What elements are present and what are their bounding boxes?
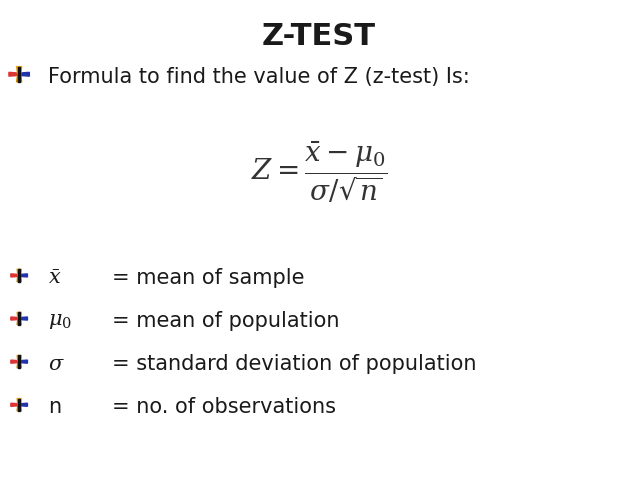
Polygon shape	[18, 399, 20, 411]
Polygon shape	[19, 72, 29, 76]
Text: = no. of observations: = no. of observations	[112, 397, 336, 417]
Text: Formula to find the value of Z (z-test) Is:: Formula to find the value of Z (z-test) …	[48, 67, 470, 87]
Polygon shape	[19, 317, 27, 320]
Polygon shape	[17, 269, 21, 275]
Text: $\mu_0$: $\mu_0$	[48, 311, 72, 331]
Polygon shape	[17, 362, 21, 368]
Text: Z-TEST: Z-TEST	[262, 22, 376, 51]
Polygon shape	[19, 403, 27, 406]
Polygon shape	[17, 312, 21, 319]
Polygon shape	[17, 355, 21, 362]
Polygon shape	[17, 67, 22, 74]
Polygon shape	[19, 274, 27, 277]
Polygon shape	[18, 312, 20, 325]
Polygon shape	[18, 318, 20, 319]
Polygon shape	[11, 274, 19, 277]
Text: = mean of population: = mean of population	[112, 311, 339, 331]
Polygon shape	[18, 274, 20, 276]
Polygon shape	[17, 319, 21, 325]
Polygon shape	[18, 67, 20, 82]
Polygon shape	[18, 269, 20, 282]
Text: $\bar{x}$: $\bar{x}$	[48, 268, 61, 288]
Polygon shape	[18, 73, 20, 75]
Text: = standard deviation of population: = standard deviation of population	[112, 354, 476, 374]
Polygon shape	[11, 317, 19, 320]
Text: = mean of sample: = mean of sample	[112, 268, 304, 288]
Polygon shape	[11, 403, 19, 406]
Polygon shape	[17, 275, 21, 282]
Polygon shape	[17, 405, 21, 411]
Polygon shape	[18, 355, 20, 368]
Polygon shape	[17, 74, 22, 82]
Polygon shape	[18, 361, 20, 363]
Polygon shape	[19, 360, 27, 363]
Text: $\sigma$: $\sigma$	[48, 354, 64, 374]
Polygon shape	[9, 72, 19, 76]
Polygon shape	[17, 399, 21, 405]
Polygon shape	[18, 404, 20, 406]
Text: n: n	[48, 397, 61, 417]
Polygon shape	[11, 360, 19, 363]
Text: $Z = \dfrac{\bar{x} - \mu_0}{\sigma / \sqrt{n}}$: $Z = \dfrac{\bar{x} - \mu_0}{\sigma / \s…	[251, 139, 387, 205]
